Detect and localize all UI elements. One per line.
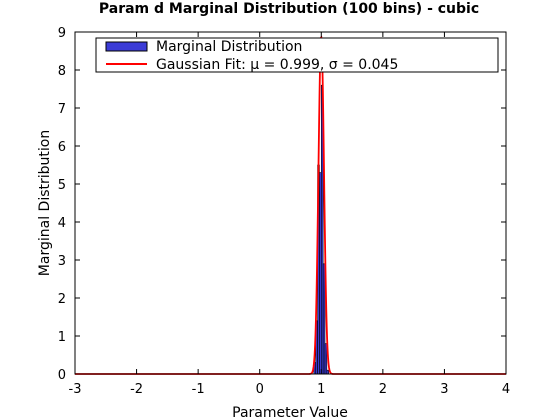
- legend-label-fit: Gaussian Fit: μ = 0.999, σ = 0.045: [156, 57, 398, 73]
- y-tick-label: 7: [58, 102, 66, 117]
- y-tick-label: 3: [58, 254, 66, 269]
- x-tick-label: -3: [69, 382, 82, 397]
- legend-box: [95, 37, 499, 73]
- x-axis-label: Parameter Value: [232, 405, 348, 420]
- x-tick-label: 2: [379, 382, 387, 397]
- chart-title: Param d Marginal Distribution (100 bins)…: [99, 1, 479, 17]
- x-tick-label: -2: [130, 382, 143, 397]
- histogram-bar: [326, 369, 329, 375]
- y-tick-label: 9: [58, 26, 66, 41]
- legend: Marginal Distribution Gaussian Fit: μ = …: [95, 37, 499, 73]
- x-axis-ticks: -3 -2 -1 0 1 2 3 4: [69, 32, 510, 397]
- y-tick-label: 6: [58, 140, 66, 155]
- legend-swatch-histogram: [105, 41, 148, 52]
- plot-frame: [74, 31, 507, 375]
- histogram-bar: [324, 343, 328, 375]
- y-tick-label: 2: [58, 292, 66, 307]
- x-tick-label: 1: [317, 382, 325, 397]
- legend-label-histogram: Marginal Distribution: [156, 39, 302, 55]
- x-tick-label: -1: [192, 382, 205, 397]
- y-tick-label: 4: [58, 216, 66, 231]
- y-tick-label: 1: [58, 330, 66, 345]
- y-tick-label: 8: [58, 64, 66, 79]
- y-tick-label: 0: [58, 368, 66, 383]
- gaussian-fit-line: [75, 35, 506, 375]
- x-tick-label: 0: [256, 382, 264, 397]
- y-tick-label: 5: [58, 178, 66, 193]
- y-axis-ticks: 0 1 2 3 4 5 6 7 8 9: [58, 26, 506, 383]
- x-tick-label: 4: [502, 382, 510, 397]
- x-tick-label: 3: [440, 382, 448, 397]
- y-axis-label: Marginal Distribution: [37, 130, 53, 276]
